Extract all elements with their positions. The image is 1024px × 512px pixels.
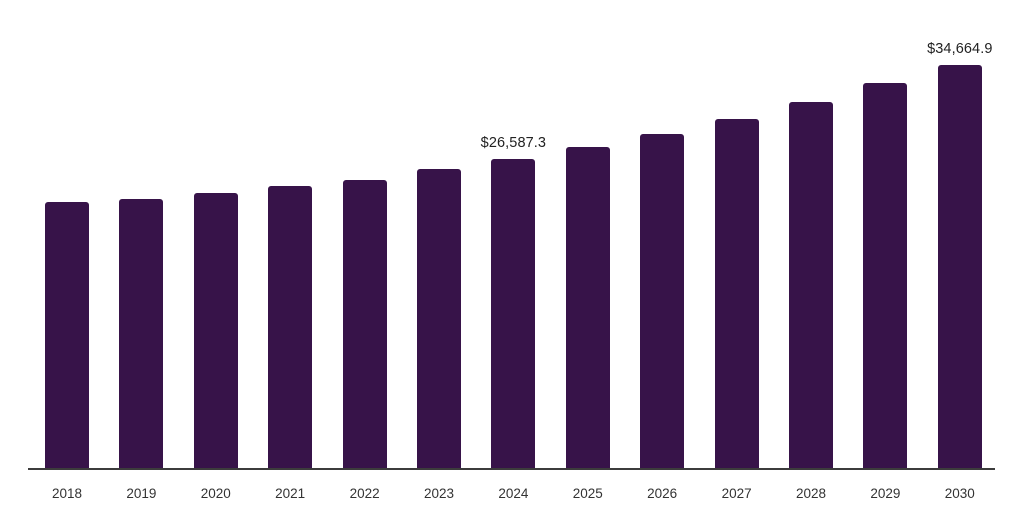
x-tick-label-2027: 2027 — [721, 486, 752, 501]
bar-2025[interactable] — [565, 147, 610, 469]
x-tick-label-2021: 2021 — [275, 486, 306, 501]
bar-slot: $26,587.3 — [481, 0, 546, 469]
bar-slot — [863, 0, 908, 469]
bar-value-label-2030: $34,664.9 — [927, 40, 993, 57]
plot-area: $26,587.3 $34,664.9 — [45, 0, 992, 469]
bar-slot: $34,664.9 — [927, 0, 992, 469]
bar-slot — [565, 0, 610, 469]
bar-2030[interactable] — [937, 64, 982, 469]
x-axis-tick-labels: 2018 2019 2020 2021 2022 2023 2024 2025 2026 2027… — [0, 469, 1024, 512]
bar-2023[interactable] — [417, 169, 461, 469]
bar-2021[interactable] — [268, 185, 313, 469]
bar-2020[interactable] — [193, 192, 238, 469]
bar-2028[interactable] — [789, 101, 833, 469]
bar-value-label-2024: $26,587.3 — [480, 134, 547, 151]
x-tick-label-2019: 2019 — [126, 486, 157, 501]
bar-slot — [417, 0, 461, 469]
bar-2019[interactable] — [119, 199, 164, 469]
bar-slot — [193, 0, 238, 469]
bar-slot — [268, 0, 313, 469]
x-tick-label-2026: 2026 — [647, 486, 678, 501]
x-tick-label-2020: 2020 — [200, 486, 231, 501]
x-tick-label-2029: 2029 — [870, 486, 901, 501]
bar-2029[interactable] — [863, 83, 908, 469]
x-tick-label-2022: 2022 — [349, 486, 380, 501]
bar-slot — [119, 0, 164, 469]
bar-slot — [789, 0, 833, 469]
x-tick-label-2023: 2023 — [423, 486, 455, 501]
bar-2022[interactable] — [342, 179, 387, 469]
x-tick-label-2030: 2030 — [944, 486, 975, 501]
bar-slot — [714, 0, 759, 469]
bar-2026[interactable] — [640, 134, 685, 469]
bar-2018[interactable] — [45, 202, 89, 469]
bar-slot — [640, 0, 685, 469]
x-tick-label-2028: 2028 — [795, 486, 827, 501]
x-tick-label-2018: 2018 — [51, 486, 83, 501]
x-tick-label-2025: 2025 — [572, 486, 603, 501]
x-tick-label-2024: 2024 — [498, 486, 529, 501]
bar-slot — [342, 0, 387, 469]
bar-slot — [45, 0, 89, 469]
x-axis-line — [28, 468, 995, 470]
bar-2024[interactable] — [491, 158, 536, 469]
bar-2027[interactable] — [714, 119, 759, 469]
